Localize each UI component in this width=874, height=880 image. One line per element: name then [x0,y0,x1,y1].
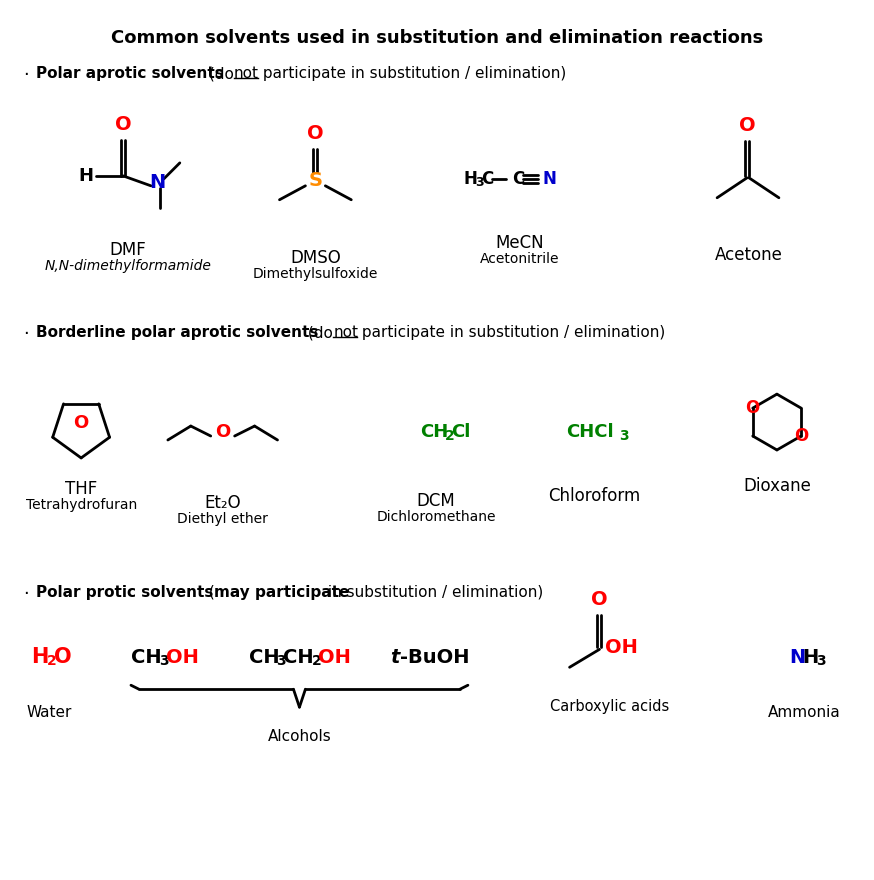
Text: Chloroform: Chloroform [548,487,641,505]
Text: 2: 2 [445,429,454,443]
Text: O: O [591,590,607,610]
Text: may participate: may participate [214,584,349,599]
Text: 2: 2 [311,655,321,668]
Text: in substitution / elimination): in substitution / elimination) [323,584,544,599]
Text: not: not [333,326,358,341]
Text: O: O [794,427,808,445]
Text: Acetone: Acetone [715,246,783,264]
Text: 3: 3 [620,429,629,443]
Text: CH: CH [283,648,314,667]
Text: Polar aprotic solvents: Polar aprotic solvents [37,66,224,81]
Text: Dioxane: Dioxane [743,477,811,495]
Text: Carboxylic acids: Carboxylic acids [550,700,669,715]
Text: participate in substitution / elimination): participate in substitution / eliminatio… [258,66,565,81]
Text: ·: · [24,584,29,603]
Text: (do: (do [204,66,239,81]
Text: O: O [215,423,231,441]
Text: C: C [481,170,493,187]
Text: 2: 2 [47,655,57,668]
Text: 3: 3 [159,655,169,668]
Text: DMF: DMF [109,240,146,259]
Text: 3: 3 [276,655,286,668]
Text: (: ( [204,584,214,599]
Text: ·: · [24,66,29,84]
Text: t: t [390,648,399,667]
Text: DMSO: DMSO [290,249,341,267]
Text: Common solvents used in substitution and elimination reactions: Common solvents used in substitution and… [111,29,763,48]
Text: participate in substitution / elimination): participate in substitution / eliminatio… [357,326,665,341]
Text: CHCl: CHCl [565,423,614,441]
Text: Water: Water [26,705,72,720]
Text: CH: CH [131,648,162,667]
Text: N: N [543,170,557,187]
Text: OH: OH [166,648,198,667]
Text: Borderline polar aprotic solvents: Borderline polar aprotic solvents [37,326,319,341]
Text: Acetonitrile: Acetonitrile [480,252,559,266]
Text: C: C [512,170,524,187]
Text: MeCN: MeCN [496,234,544,252]
Text: DCM: DCM [417,492,455,510]
Text: H: H [31,648,49,667]
Text: Et₂O: Et₂O [205,494,241,512]
Text: CH: CH [420,423,448,441]
Text: (do: (do [303,326,338,341]
Text: S: S [309,172,323,190]
Text: not: not [233,66,259,81]
Text: O: O [307,124,323,143]
Text: Alcohols: Alcohols [267,730,331,744]
Text: ·: · [24,326,29,343]
Text: Polar protic solvents: Polar protic solvents [37,584,213,599]
Text: O: O [746,400,760,417]
Text: H: H [78,167,94,185]
Text: H: H [464,170,478,187]
Text: -BuOH: -BuOH [400,648,469,667]
Text: O: O [73,414,89,432]
Text: Cl: Cl [451,423,470,441]
Text: N: N [149,173,165,193]
Text: THF: THF [65,480,97,498]
Text: CH: CH [248,648,279,667]
Text: O: O [54,648,72,667]
Text: N,N-dimethylformamide: N,N-dimethylformamide [45,259,212,273]
Text: Dichloromethane: Dichloromethane [376,510,496,524]
Text: Tetrahydrofuran: Tetrahydrofuran [25,498,136,512]
Text: Ammonia: Ammonia [767,705,840,720]
Text: OH: OH [606,638,638,656]
Text: Dimethylsulfoxide: Dimethylsulfoxide [253,267,378,281]
Text: 3: 3 [815,655,825,668]
Text: 3: 3 [475,176,483,189]
Text: Diethyl ether: Diethyl ether [177,512,268,525]
Text: O: O [739,116,755,135]
Text: H: H [801,648,818,667]
Text: O: O [114,115,131,134]
Text: N: N [789,648,805,667]
Text: OH: OH [318,648,351,667]
